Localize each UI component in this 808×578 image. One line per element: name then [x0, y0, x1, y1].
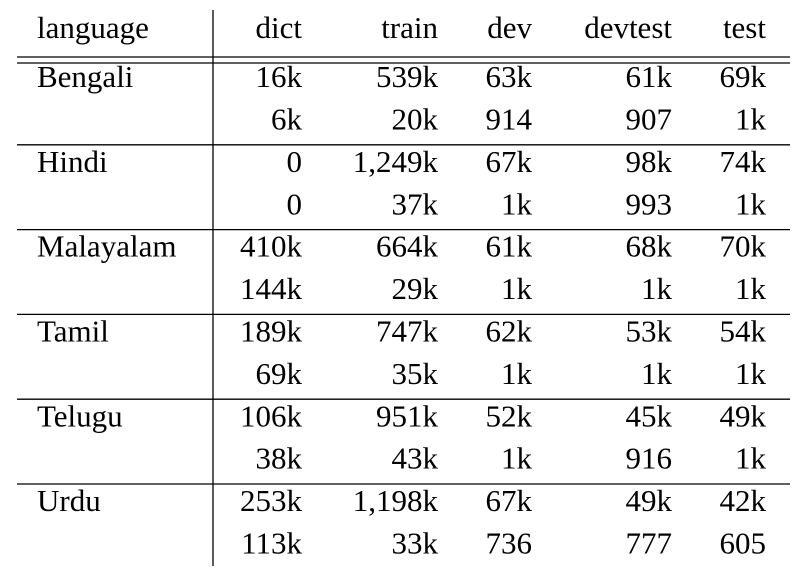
data-cell: 410k [240, 229, 303, 264]
data-cell: 62k [486, 314, 533, 349]
data-cell: 67k [486, 144, 533, 179]
header-cell: devtest [584, 10, 672, 45]
data-cell: 37k [392, 186, 439, 221]
data-cell: 747k [376, 314, 439, 349]
data-cell: 144k [240, 271, 303, 306]
data-cell: 1,249k [353, 144, 439, 179]
data-cell: 0 [287, 186, 303, 221]
data-cell: 916 [626, 441, 673, 476]
data-cell: 45k [626, 398, 673, 433]
data-cell: 777 [626, 526, 673, 561]
language-cell: Urdu [37, 483, 101, 518]
data-cell: 106k [240, 398, 303, 433]
data-cell: 0 [287, 144, 303, 179]
data-cell: 33k [392, 526, 439, 561]
data-cell: 16k [256, 59, 303, 94]
data-cell: 539k [376, 59, 439, 94]
data-cell: 1k [735, 441, 767, 476]
language-cell: Hindi [37, 144, 108, 179]
data-cell: 914 [486, 102, 533, 137]
data-cell: 35k [392, 356, 439, 391]
data-cell: 664k [376, 229, 439, 264]
data-cell: 29k [392, 271, 439, 306]
data-cell: 993 [626, 186, 673, 221]
data-cell: 69k [256, 356, 303, 391]
language-cell: Bengali [37, 59, 134, 94]
language-cell: Telugu [37, 398, 123, 433]
data-cell: 49k [626, 483, 673, 518]
language-cell: Tamil [37, 314, 109, 349]
data-cell: 38k [256, 441, 303, 476]
data-cell: 1k [501, 441, 533, 476]
data-cell: 1k [641, 271, 673, 306]
data-cell: 907 [626, 102, 673, 137]
data-cell: 68k [626, 229, 673, 264]
data-cell: 20k [392, 102, 439, 137]
data-cell: 42k [720, 483, 767, 518]
data-cell: 1k [735, 102, 767, 137]
header-cell: test [723, 10, 766, 45]
data-cell: 43k [392, 441, 439, 476]
data-cell: 1k [735, 186, 767, 221]
data-cell: 1k [501, 271, 533, 306]
data-cell: 63k [486, 59, 533, 94]
data-cell: 53k [626, 314, 673, 349]
data-cell: 6k [271, 102, 303, 137]
language-cell: Malayalam [37, 229, 176, 264]
data-cell: 67k [486, 483, 533, 518]
data-cell: 1k [501, 356, 533, 391]
data-cell: 605 [720, 526, 767, 561]
data-cell: 1k [501, 186, 533, 221]
data-cell: 61k [626, 59, 673, 94]
data-cell: 736 [486, 526, 533, 561]
data-cell: 98k [626, 144, 673, 179]
header-cell: language [37, 10, 149, 45]
data-cell: 49k [720, 398, 767, 433]
data-cell: 61k [486, 229, 533, 264]
data-cell: 52k [486, 398, 533, 433]
data-cell: 113k [241, 526, 302, 561]
data-cell: 1k [641, 356, 673, 391]
data-cell: 70k [720, 229, 767, 264]
data-cell: 1,198k [353, 483, 439, 518]
header-cell: dict [256, 10, 303, 45]
data-cell: 189k [240, 314, 303, 349]
data-cell: 69k [720, 59, 767, 94]
data-cell: 253k [240, 483, 303, 518]
data-cell: 74k [720, 144, 767, 179]
data-cell: 1k [735, 271, 767, 306]
data-cell: 951k [376, 398, 439, 433]
header-cell: train [381, 10, 438, 45]
data-cell: 54k [720, 314, 767, 349]
data-cell: 1k [735, 356, 767, 391]
header-cell: dev [487, 10, 532, 45]
